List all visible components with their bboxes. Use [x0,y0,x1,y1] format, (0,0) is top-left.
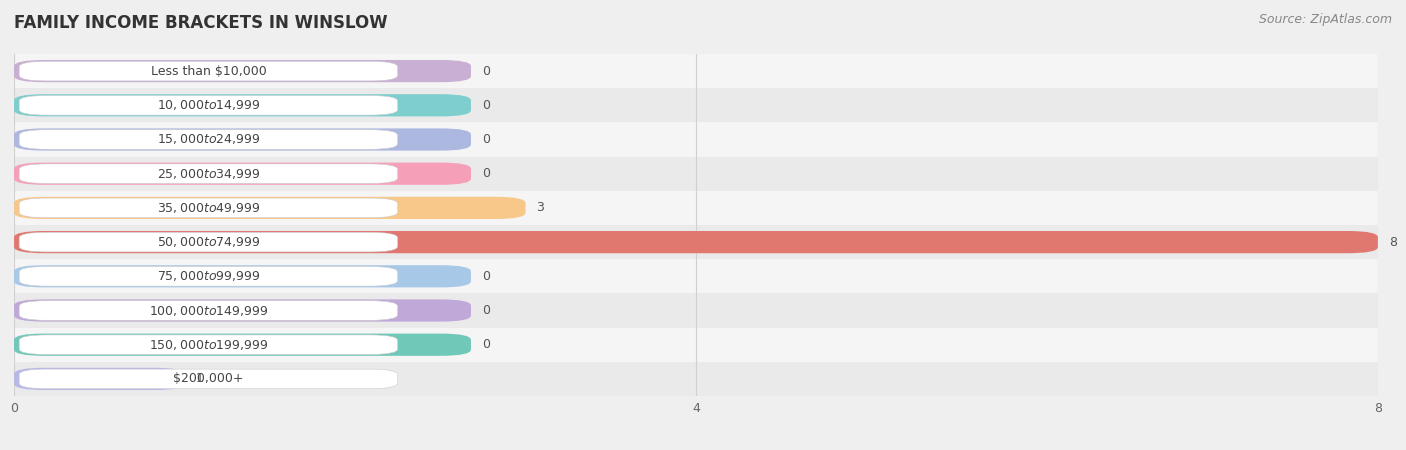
Text: $200,000+: $200,000+ [173,373,243,385]
FancyBboxPatch shape [14,162,471,185]
Text: 0: 0 [482,99,489,112]
Text: 0: 0 [482,304,489,317]
FancyBboxPatch shape [20,95,398,115]
FancyBboxPatch shape [20,198,398,218]
FancyBboxPatch shape [20,369,398,389]
Text: 0: 0 [482,338,489,351]
Text: $15,000 to $24,999: $15,000 to $24,999 [156,132,260,147]
FancyBboxPatch shape [20,130,398,149]
Bar [14,54,1378,88]
FancyBboxPatch shape [14,128,471,151]
FancyBboxPatch shape [14,231,1378,253]
Text: $10,000 to $14,999: $10,000 to $14,999 [156,98,260,112]
Text: 0: 0 [482,167,489,180]
Bar [14,259,1378,293]
FancyBboxPatch shape [20,335,398,355]
Bar [14,88,1378,122]
FancyBboxPatch shape [14,197,526,219]
Text: $150,000 to $199,999: $150,000 to $199,999 [149,338,269,352]
Bar [14,225,1378,259]
Text: 1: 1 [195,373,204,385]
FancyBboxPatch shape [20,232,398,252]
Text: 0: 0 [482,133,489,146]
Text: 8: 8 [1389,236,1396,248]
Text: 3: 3 [537,202,544,214]
FancyBboxPatch shape [14,333,471,356]
Text: Less than $10,000: Less than $10,000 [150,65,266,77]
Bar [14,157,1378,191]
Bar [14,122,1378,157]
Text: 0: 0 [482,270,489,283]
FancyBboxPatch shape [20,266,398,286]
Text: $100,000 to $149,999: $100,000 to $149,999 [149,303,269,318]
FancyBboxPatch shape [14,265,471,288]
Text: Source: ZipAtlas.com: Source: ZipAtlas.com [1258,14,1392,27]
Text: $25,000 to $34,999: $25,000 to $34,999 [156,166,260,181]
Text: 0: 0 [482,65,489,77]
Bar [14,293,1378,328]
FancyBboxPatch shape [14,60,471,82]
FancyBboxPatch shape [14,299,471,322]
FancyBboxPatch shape [20,164,398,184]
FancyBboxPatch shape [20,301,398,320]
Bar [14,362,1378,396]
FancyBboxPatch shape [20,61,398,81]
FancyBboxPatch shape [14,368,184,390]
Text: $75,000 to $99,999: $75,000 to $99,999 [156,269,260,284]
Text: FAMILY INCOME BRACKETS IN WINSLOW: FAMILY INCOME BRACKETS IN WINSLOW [14,14,388,32]
Bar [14,328,1378,362]
Text: $50,000 to $74,999: $50,000 to $74,999 [156,235,260,249]
Text: $35,000 to $49,999: $35,000 to $49,999 [156,201,260,215]
Bar [14,191,1378,225]
FancyBboxPatch shape [14,94,471,117]
